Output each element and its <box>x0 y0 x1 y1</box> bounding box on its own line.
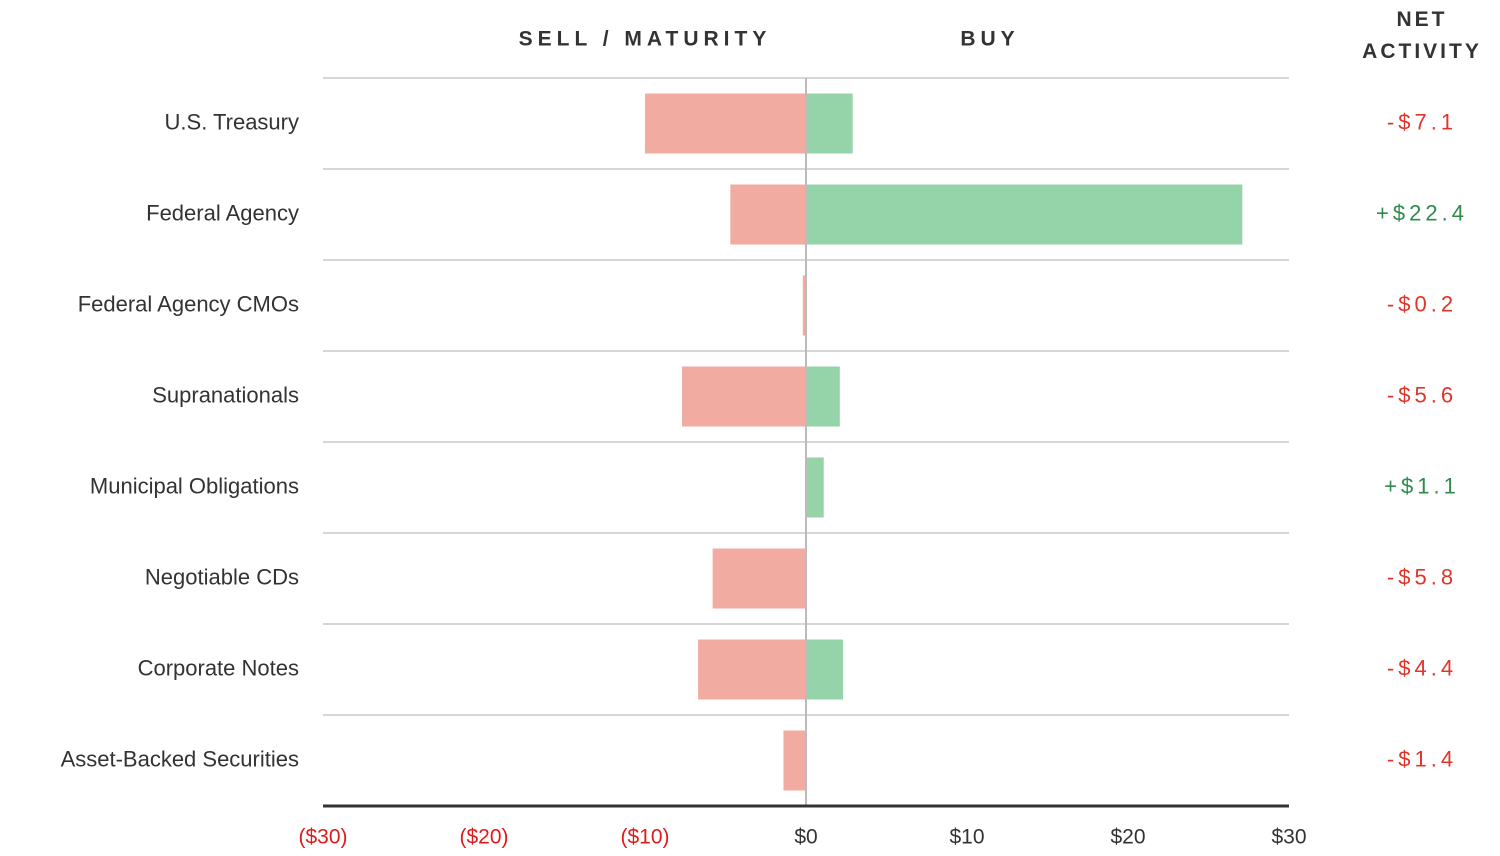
net-value: +$1.1 <box>1384 473 1460 498</box>
buy-header: BUY <box>960 28 1019 51</box>
category-label: Negotiable CDs <box>145 564 299 589</box>
bar <box>712 548 806 609</box>
category-label: Asset-Backed Securities <box>61 746 299 771</box>
bar <box>806 93 853 154</box>
bar <box>806 184 1243 245</box>
net-value: -$0.2 <box>1387 291 1457 316</box>
category-label: Corporate Notes <box>138 655 299 680</box>
bar <box>730 184 806 245</box>
x-tick-label: ($20) <box>459 826 508 849</box>
bar <box>802 275 806 336</box>
bar <box>806 639 844 700</box>
category-label: Federal Agency <box>146 200 299 225</box>
x-tick-label: $20 <box>1110 826 1145 849</box>
bar <box>698 639 806 700</box>
net-value: +$22.4 <box>1376 200 1468 225</box>
x-tick-label: $10 <box>949 826 984 849</box>
category-label: U.S. Treasury <box>165 109 299 134</box>
category-label: Federal Agency CMOs <box>78 291 299 316</box>
net-value: -$4.4 <box>1387 655 1457 680</box>
x-tick-label: $0 <box>794 826 817 849</box>
sell-header: SELL / MATURITY <box>519 28 772 51</box>
net-value: -$5.6 <box>1387 382 1457 407</box>
x-tick-label: ($30) <box>298 826 347 849</box>
net-header: NET ACTIVITY <box>1362 8 1482 63</box>
net-value: -$1.4 <box>1387 746 1457 771</box>
x-tick-label: ($10) <box>620 826 669 849</box>
bar <box>806 457 824 518</box>
net-value: -$5.8 <box>1387 564 1457 589</box>
bar <box>645 93 806 154</box>
bar <box>682 366 806 427</box>
category-label: Municipal Obligations <box>90 473 299 498</box>
category-label: Supranationals <box>152 382 299 407</box>
bar <box>806 366 840 427</box>
bar <box>783 730 806 791</box>
net-value: -$7.1 <box>1387 109 1457 134</box>
x-tick-label: $30 <box>1271 826 1306 849</box>
